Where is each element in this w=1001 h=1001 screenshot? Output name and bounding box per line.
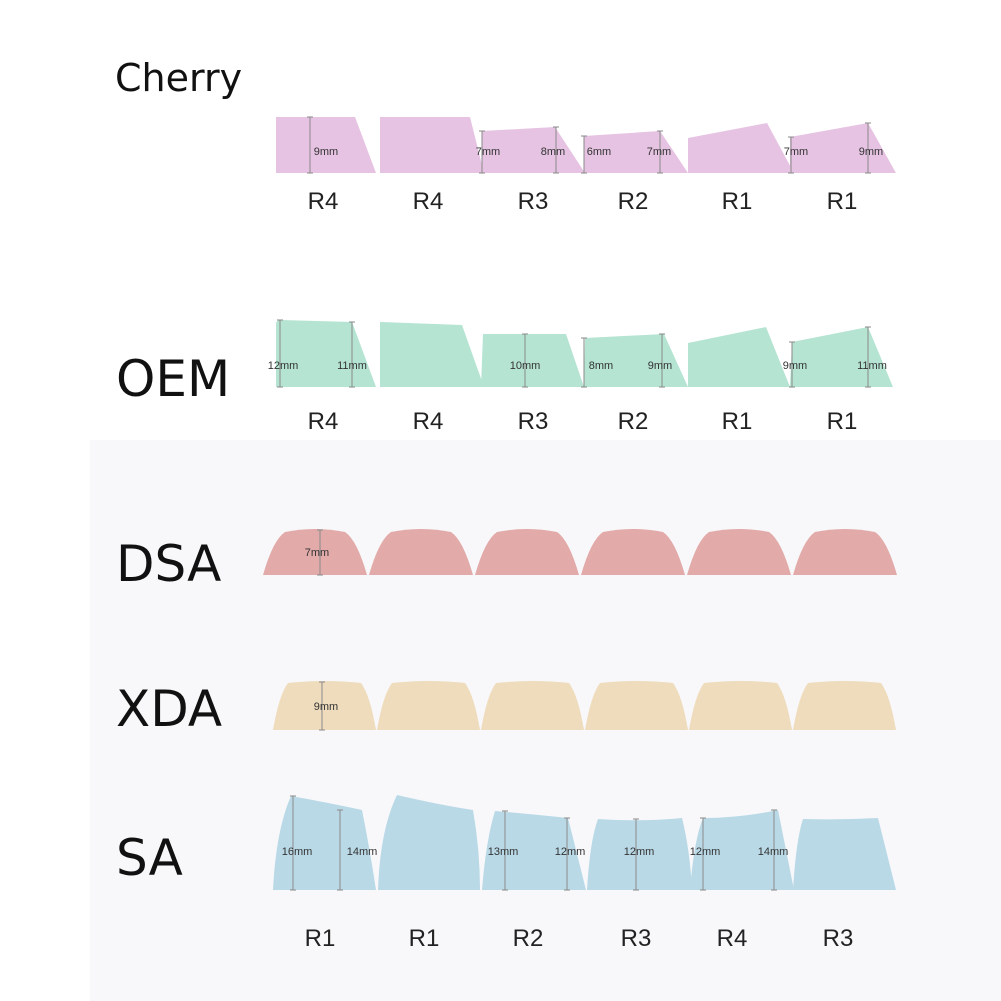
row-label-sa: R2	[512, 925, 544, 952]
measurement-label: 12mm	[689, 846, 721, 858]
measurement-label: 9mm	[313, 146, 339, 158]
keycap-oem-5	[688, 327, 790, 387]
measurement-label: 7mm	[475, 146, 501, 158]
profile-title-dsa: DSA	[116, 535, 222, 593]
measurement-label: 8mm	[588, 360, 614, 372]
measurement-label: 14mm	[346, 846, 378, 858]
keycap-sa-4	[587, 818, 692, 890]
measurement-label: 9mm	[313, 701, 339, 713]
row-label-cherry: R4	[307, 188, 339, 215]
measurement-label: 9mm	[647, 360, 673, 372]
keycap-xda-5	[689, 681, 792, 730]
row-label-oem: R2	[617, 408, 649, 435]
keycap-oem-2	[380, 322, 484, 387]
keycap-sa-1	[273, 796, 376, 890]
keycap-xda-4	[585, 681, 688, 730]
keycap-cherry-3	[482, 127, 585, 173]
row-label-cherry: R4	[412, 188, 444, 215]
measurement-label: 12mm	[623, 846, 655, 858]
keycap-dsa-1	[263, 529, 367, 575]
keycap-dsa-2	[369, 529, 473, 575]
keycap-dsa-6	[793, 529, 897, 575]
measurement-label: 10mm	[509, 360, 541, 372]
keycap-dsa-5	[687, 529, 791, 575]
measurement-label: 8mm	[540, 146, 566, 158]
measurement-label: 11mm	[337, 360, 367, 372]
keycap-sa-5	[690, 810, 794, 890]
keycap-sa-6	[793, 818, 896, 890]
profile-title-sa: SA	[116, 829, 183, 887]
keycap-dsa-3	[475, 529, 579, 575]
measurement-label: 12mm	[267, 360, 299, 372]
profile-title-cherry: Cherry	[115, 56, 243, 100]
keycap-cherry-5	[688, 123, 794, 173]
keycap-sa-2	[378, 795, 480, 890]
row-label-sa: R4	[716, 925, 748, 952]
row-label-oem: R4	[307, 408, 339, 435]
row-label-sa: R3	[822, 925, 854, 952]
row-label-cherry: R3	[517, 188, 549, 215]
keycap-cherry-2	[380, 117, 484, 173]
measurement-label: 16mm	[281, 846, 313, 858]
measurement-label: 12mm	[554, 846, 586, 858]
keycap-cherry-1	[276, 117, 376, 173]
row-label-oem: R1	[826, 408, 858, 435]
keycap-cherry-4	[584, 131, 688, 173]
profile-title-xda: XDA	[116, 680, 223, 738]
measurement-label: 14mm	[757, 846, 789, 858]
measurement-label: 6mm	[586, 146, 612, 158]
keycap-oem-6	[790, 327, 893, 387]
measurement-label: 11mm	[857, 360, 887, 372]
measurement-label: 13mm	[487, 846, 519, 858]
row-label-sa: R1	[304, 925, 336, 952]
measurement-label: 9mm	[782, 360, 808, 372]
measurement-label: 7mm	[646, 146, 672, 158]
keycap-dsa-4	[581, 529, 685, 575]
keycap-xda-1	[273, 681, 376, 730]
row-label-cherry: R1	[721, 188, 753, 215]
keycap-cherry-6	[790, 123, 896, 173]
row-label-oem: R4	[412, 408, 444, 435]
keycap-xda-2	[377, 681, 480, 730]
row-label-oem: R3	[517, 408, 549, 435]
keycap-oem-1	[276, 320, 376, 387]
keycap-sa-3	[482, 811, 586, 890]
row-label-sa: R3	[620, 925, 652, 952]
keycap-xda-3	[481, 681, 584, 730]
row-label-cherry: R2	[617, 188, 649, 215]
keycap-xda-6	[793, 681, 896, 730]
measurement-label: 9mm	[858, 146, 884, 158]
measurement-label: 7mm	[304, 547, 330, 559]
row-label-cherry: R1	[826, 188, 858, 215]
row-label-oem: R1	[721, 408, 753, 435]
row-label-sa: R1	[408, 925, 440, 952]
profile-title-oem: OEM	[116, 350, 231, 408]
keycap-oem-3	[481, 334, 584, 387]
measurement-label: 7mm	[783, 146, 809, 158]
